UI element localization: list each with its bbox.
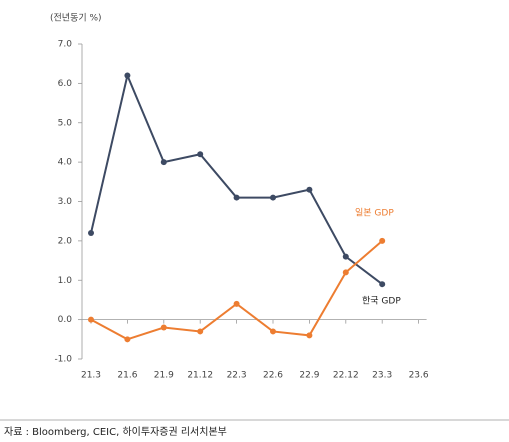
y-tick-label: 0.0 [58,315,73,325]
data-point [160,159,167,166]
y-tick-label: 6.0 [58,79,73,89]
x-tick-label: 22.12 [333,371,359,381]
source-note: 자료 : Bloomberg, CEIC, 하이투자증권 리서치본부 [4,425,227,438]
data-point [197,151,204,158]
y-tick-label: -1.0 [54,355,72,365]
y-tick-label: 2.0 [58,236,73,246]
data-point [160,324,167,331]
data-point [88,316,94,323]
data-point [306,186,313,193]
data-point [270,328,276,335]
y-tick-label: 4.0 [58,158,73,168]
x-tick-label: 22.3 [227,371,247,381]
data-point [342,253,349,260]
y-axis-label: (전년동기 %) [50,13,102,24]
series-label: 일본 GDP [355,208,394,219]
data-point [197,328,204,335]
data-point [88,230,94,236]
data-point [379,237,386,244]
data-point [124,336,131,343]
x-tick-label: 23.6 [409,371,429,381]
data-point [306,332,313,339]
data-point [233,300,240,307]
series-line [90,72,383,285]
y-tick-label: 3.0 [58,197,73,207]
data-point [379,281,386,288]
series-label: 한국 GDP [362,296,401,307]
x-tick-label: 22.9 [299,371,319,381]
data-point [124,72,131,79]
x-tick-label: 23.3 [372,371,392,381]
y-tick-label: 7.0 [58,40,73,50]
series-line [90,240,383,341]
x-tick-label: 21.6 [117,371,137,381]
y-tick-label: 1.0 [58,276,73,286]
x-tick-label: 21.9 [154,371,174,381]
data-point [233,194,240,201]
x-tick-label: 21.12 [187,371,213,381]
data-point [342,269,349,276]
data-point [270,194,276,201]
x-tick-label: 21.3 [81,371,101,381]
y-tick-label: 5.0 [58,118,73,128]
x-tick-label: 22.6 [263,371,283,381]
